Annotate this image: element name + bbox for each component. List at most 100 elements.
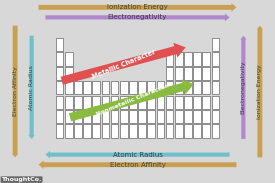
Bar (56, 81, 63, 94)
Text: Nonmetallic Character: Nonmetallic Character (95, 84, 169, 117)
Text: Electron Affinity: Electron Affinity (13, 67, 18, 116)
Bar (175, 124, 183, 138)
Bar (212, 38, 219, 51)
Bar (184, 110, 192, 123)
Bar (92, 96, 100, 109)
Bar (74, 96, 82, 109)
Bar (56, 110, 63, 123)
Bar (120, 81, 128, 94)
Bar (65, 67, 73, 80)
Bar (83, 110, 91, 123)
Bar (102, 124, 109, 138)
Bar (129, 110, 137, 123)
Text: Electronegativity: Electronegativity (241, 61, 246, 114)
Text: Electron Affinity: Electron Affinity (109, 162, 166, 168)
Bar (184, 96, 192, 109)
Bar (193, 67, 201, 80)
Bar (193, 96, 201, 109)
Bar (65, 124, 73, 138)
Bar (202, 124, 210, 138)
Bar (184, 81, 192, 94)
Bar (202, 81, 210, 94)
Bar (212, 67, 219, 80)
Text: ThoughtCo.: ThoughtCo. (1, 177, 42, 182)
Bar (129, 96, 137, 109)
Bar (193, 124, 201, 138)
Bar (147, 124, 155, 138)
Bar (65, 81, 73, 94)
Bar (92, 81, 100, 94)
Bar (111, 124, 118, 138)
Text: Atomic Radius: Atomic Radius (112, 152, 163, 158)
Bar (56, 67, 63, 80)
Text: Ionization Energy: Ionization Energy (257, 64, 262, 119)
Bar (184, 67, 192, 80)
Bar (157, 81, 164, 94)
Bar (212, 124, 219, 138)
Bar (138, 124, 146, 138)
Bar (120, 110, 128, 123)
Bar (147, 96, 155, 109)
Bar (157, 96, 164, 109)
Bar (175, 81, 183, 94)
Bar (120, 124, 128, 138)
Bar (202, 96, 210, 109)
Bar (65, 110, 73, 123)
Bar (65, 96, 73, 109)
Bar (166, 81, 173, 94)
Bar (74, 110, 82, 123)
Bar (212, 53, 219, 66)
Bar (212, 110, 219, 123)
Bar (56, 38, 63, 51)
Bar (111, 110, 118, 123)
Bar (74, 124, 82, 138)
Bar (202, 53, 210, 66)
Bar (166, 53, 173, 66)
Bar (202, 67, 210, 80)
Bar (92, 124, 100, 138)
Bar (111, 96, 118, 109)
Bar (129, 81, 137, 94)
Bar (202, 110, 210, 123)
Bar (184, 124, 192, 138)
Bar (102, 81, 109, 94)
Bar (157, 110, 164, 123)
Bar (102, 96, 109, 109)
Bar (129, 124, 137, 138)
Bar (175, 96, 183, 109)
Bar (193, 81, 201, 94)
Bar (166, 124, 173, 138)
Bar (111, 81, 118, 94)
Text: Atomic Radius: Atomic Radius (29, 65, 34, 110)
Bar (138, 96, 146, 109)
Bar (92, 110, 100, 123)
Bar (147, 81, 155, 94)
Bar (157, 124, 164, 138)
Bar (175, 67, 183, 80)
Bar (166, 96, 173, 109)
Bar (138, 81, 146, 94)
Bar (193, 53, 201, 66)
Bar (212, 81, 219, 94)
Bar (56, 53, 63, 66)
Bar (193, 110, 201, 123)
Bar (83, 96, 91, 109)
Bar (102, 110, 109, 123)
Bar (83, 124, 91, 138)
Bar (184, 53, 192, 66)
Bar (166, 110, 173, 123)
Bar (56, 124, 63, 138)
Text: Ionization Energy: Ionization Energy (107, 4, 168, 10)
Bar (138, 110, 146, 123)
Bar (120, 96, 128, 109)
Bar (74, 81, 82, 94)
Text: Metallic Character: Metallic Character (91, 48, 156, 80)
Text: Electronegativity: Electronegativity (108, 14, 167, 20)
Bar (65, 53, 73, 66)
Bar (56, 96, 63, 109)
Bar (83, 81, 91, 94)
Bar (147, 110, 155, 123)
Bar (212, 96, 219, 109)
Bar (175, 53, 183, 66)
Bar (166, 67, 173, 80)
